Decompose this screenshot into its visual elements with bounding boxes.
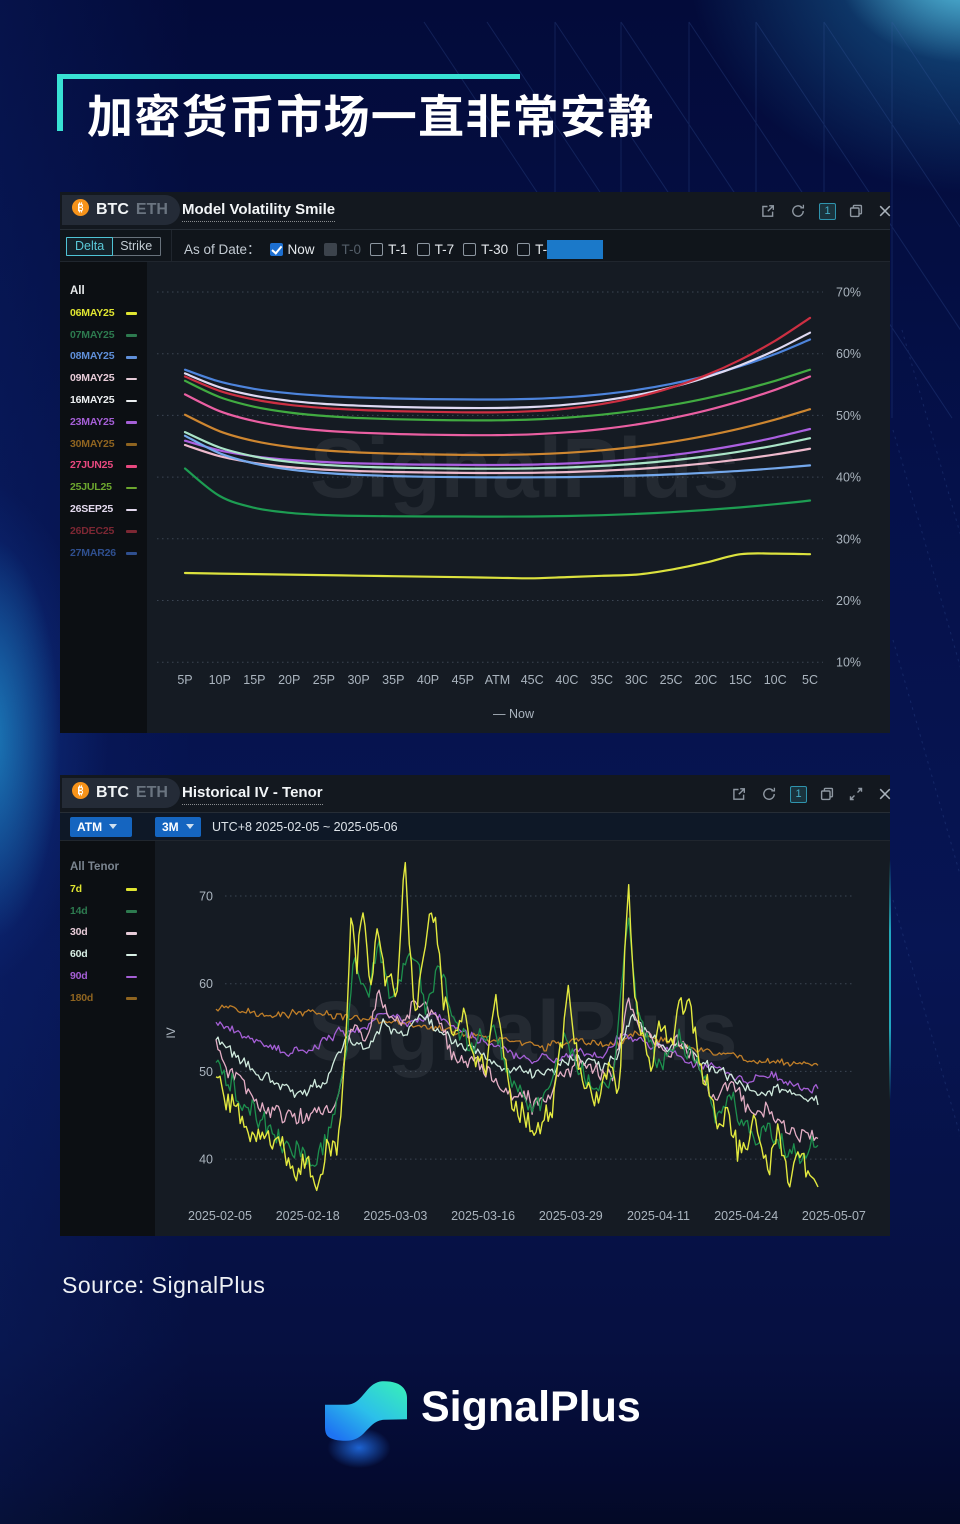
svg-text:20C: 20C xyxy=(694,673,717,687)
svg-text:2025-02-05: 2025-02-05 xyxy=(188,1209,252,1223)
svg-text:40: 40 xyxy=(199,1153,213,1167)
svg-text:60%: 60% xyxy=(836,347,861,361)
svg-text:2025-03-29: 2025-03-29 xyxy=(539,1209,603,1223)
svg-text:2025-05-07: 2025-05-07 xyxy=(802,1209,866,1223)
svg-text:2025-04-24: 2025-04-24 xyxy=(714,1209,778,1223)
svg-text:15C: 15C xyxy=(729,673,752,687)
svg-text:2025-02-18: 2025-02-18 xyxy=(276,1209,340,1223)
svg-text:— Now: — Now xyxy=(493,707,535,721)
svg-text:10C: 10C xyxy=(764,673,787,687)
svg-text:40%: 40% xyxy=(836,471,861,485)
svg-text:30P: 30P xyxy=(347,673,369,687)
svg-text:45C: 45C xyxy=(521,673,544,687)
svg-text:10P: 10P xyxy=(209,673,231,687)
svg-text:5C: 5C xyxy=(802,673,818,687)
svg-text:45P: 45P xyxy=(452,673,474,687)
svg-text:25C: 25C xyxy=(660,673,683,687)
svg-text:20P: 20P xyxy=(278,673,300,687)
svg-text:SignalPlus: SignalPlus xyxy=(308,984,737,1078)
svg-text:50%: 50% xyxy=(836,409,861,423)
svg-text:2025-04-11: 2025-04-11 xyxy=(627,1209,690,1223)
svg-text:60: 60 xyxy=(199,977,213,991)
svg-text:50: 50 xyxy=(199,1065,213,1079)
svg-text:30%: 30% xyxy=(836,532,861,546)
svg-text:IV: IV xyxy=(164,1027,178,1038)
svg-text:70%: 70% xyxy=(836,286,861,300)
svg-text:ATM: ATM xyxy=(485,673,510,687)
svg-text:2025-03-03: 2025-03-03 xyxy=(363,1209,427,1223)
svg-text:25P: 25P xyxy=(313,673,335,687)
svg-text:40P: 40P xyxy=(417,673,439,687)
svg-text:30C: 30C xyxy=(625,673,648,687)
svg-text:15P: 15P xyxy=(243,673,265,687)
svg-text:35P: 35P xyxy=(382,673,404,687)
svg-text:10%: 10% xyxy=(836,656,861,670)
svg-text:20%: 20% xyxy=(836,594,861,608)
svg-text:35C: 35C xyxy=(590,673,613,687)
svg-text:70: 70 xyxy=(199,890,213,904)
svg-text:5P: 5P xyxy=(177,673,192,687)
svg-text:2025-03-16: 2025-03-16 xyxy=(451,1209,515,1223)
svg-text:40C: 40C xyxy=(555,673,578,687)
